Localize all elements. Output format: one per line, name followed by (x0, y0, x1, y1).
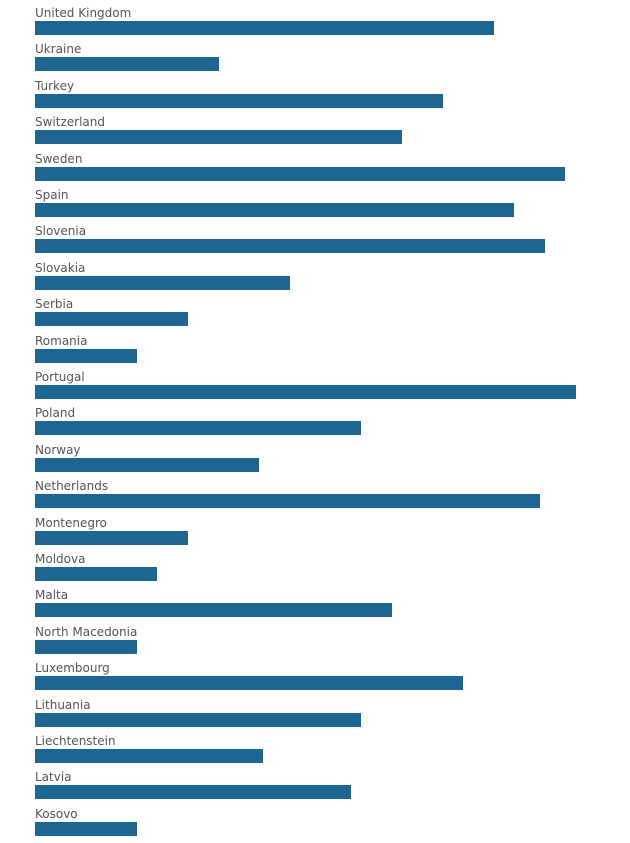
bar (35, 603, 392, 618)
bar (35, 21, 494, 35)
category-label: Slovakia (35, 260, 86, 275)
category-label: Spain (35, 188, 69, 202)
bar (35, 785, 352, 800)
bar (35, 421, 362, 436)
category-label: Switzerland (35, 115, 105, 130)
bar (35, 166, 566, 181)
category-label: United Kingdom (35, 6, 132, 20)
category-label: Ukraine (35, 42, 82, 57)
bar (35, 530, 188, 545)
category-label: Montenegro (35, 515, 108, 530)
category-label: Norway (35, 442, 81, 457)
bar (35, 130, 403, 145)
category-label: Romania (35, 333, 88, 348)
category-label: Kosovo (35, 806, 78, 821)
category-label: Sweden (35, 151, 83, 166)
bar (35, 239, 545, 254)
bar (35, 203, 515, 217)
bar (35, 457, 260, 472)
bar (35, 312, 188, 327)
category-label: Luxembourg (35, 661, 110, 676)
bar (35, 57, 219, 72)
bar (35, 639, 137, 654)
category-label: Poland (35, 406, 76, 421)
bar (35, 676, 464, 691)
category-label: North Macedonia (35, 624, 138, 639)
bar (35, 275, 290, 290)
bar (35, 749, 264, 763)
bar (35, 385, 576, 399)
category-label: Turkey (35, 78, 75, 93)
category-label: Lithuania (35, 697, 91, 712)
category-label: Liechtenstein (35, 734, 116, 748)
bar (35, 567, 158, 581)
category-label: Slovenia (35, 224, 87, 239)
category-label: Netherlands (35, 479, 109, 494)
category-label: Malta (35, 588, 69, 603)
bar (35, 821, 137, 836)
bar (35, 712, 362, 727)
category-label: Latvia (35, 770, 72, 785)
bar (35, 494, 540, 509)
category-label: Moldova (35, 552, 86, 566)
bar (35, 93, 443, 108)
bar (35, 348, 137, 363)
category-label: Portugal (35, 370, 85, 384)
category-label: Serbia (35, 297, 74, 312)
